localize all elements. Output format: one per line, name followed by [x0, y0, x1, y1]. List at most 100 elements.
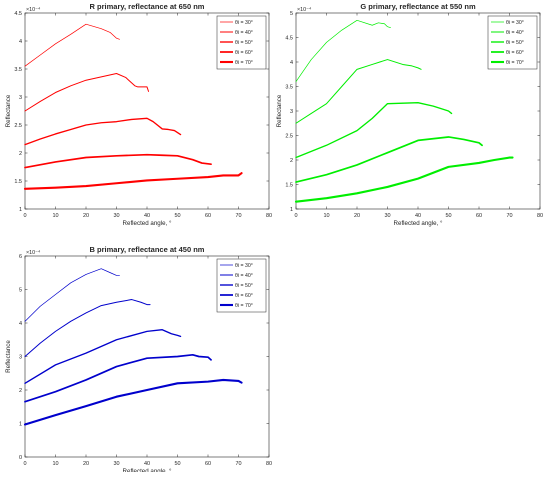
series-line-2	[295, 59, 422, 124]
chart-title: R primary, reflectance at 650 nm	[90, 2, 205, 11]
y-tick-label: 4	[290, 60, 293, 66]
legend-label-4: θi = 60°	[506, 50, 524, 56]
x-tick-label: 80	[537, 213, 543, 219]
y-multiplier: ×10⁻⁴	[26, 7, 41, 13]
series-line-5	[294, 156, 514, 203]
y-tick-label: 1.5	[285, 183, 293, 189]
x-tick-label: 80	[266, 461, 272, 467]
series-line-5	[23, 172, 243, 190]
y-tick-label: 5	[19, 288, 22, 294]
x-tick-label: 80	[266, 213, 272, 219]
x-tick-label: 70	[506, 213, 512, 219]
legend-label-5: θi = 70°	[235, 60, 253, 66]
x-tick-label: 20	[83, 213, 89, 219]
legend-label-2: θi = 40°	[235, 30, 253, 36]
y-tick-label: 3	[19, 95, 22, 101]
x-axis-label: Reflected angle, °	[123, 468, 172, 472]
series-line-3	[295, 101, 453, 159]
series-line-2	[24, 299, 151, 357]
chart-panel-2: G primary, reflectance at 550 nm ×10⁻⁴ 0 10…	[276, 2, 543, 227]
y-tick-label: 1	[290, 207, 293, 213]
x-tick-label: 0	[294, 213, 297, 219]
x-tick-label: 70	[235, 461, 241, 467]
legend: θi = 30° θi = 40° θi = 50° θi = 60° θi = 70°	[216, 258, 267, 313]
y-tick-label: 4.5	[285, 36, 293, 42]
legend-label-4: θi = 60°	[235, 293, 253, 299]
y-axis-label: Reflectance	[5, 340, 12, 373]
y-tick-label: 2.5	[285, 134, 293, 140]
y-tick-label: 1	[19, 207, 22, 213]
legend-label-3: θi = 50°	[506, 40, 524, 46]
x-tick-label: 60	[476, 213, 482, 219]
x-tick-label: 50	[174, 461, 180, 467]
y-tick-label: 0	[19, 455, 22, 461]
chart-panel-1: R primary, reflectance at 650 nm ×10⁻⁴ 0 10…	[5, 2, 272, 227]
y-tick-label: 6	[19, 254, 22, 260]
x-tick-label: 0	[23, 461, 26, 467]
y-tick-label: 4	[19, 39, 22, 45]
legend-label-1: θi = 30°	[506, 20, 524, 26]
y-axis-label: Reflectance	[5, 94, 12, 127]
legend-label-1: θi = 30°	[235, 263, 253, 269]
legend-label-3: θi = 50°	[235, 283, 253, 289]
series-line-4	[24, 353, 212, 403]
series-line-1	[24, 268, 120, 322]
x-tick-label: 70	[235, 213, 241, 219]
x-tick-label: 50	[174, 213, 180, 219]
y-tick-label: 5	[290, 11, 293, 17]
y-tick-label: 1.5	[14, 179, 22, 185]
legend-label-5: θi = 70°	[506, 60, 524, 66]
chart-title: G primary, reflectance at 550 nm	[360, 2, 476, 11]
x-tick-label: 20	[354, 213, 360, 219]
x-tick-label: 60	[205, 461, 211, 467]
x-tick-label: 20	[83, 461, 89, 467]
x-tick-label: 40	[144, 461, 150, 467]
legend-label-1: θi = 30°	[235, 20, 253, 26]
y-tick-label: 3	[290, 109, 293, 115]
y-tick-label: 2	[19, 151, 22, 157]
x-tick-label: 50	[445, 213, 451, 219]
series-line-1	[24, 23, 120, 67]
series-line-1	[295, 20, 391, 82]
x-tick-label: 10	[52, 461, 58, 467]
y-tick-label: 1	[19, 422, 22, 428]
series-line-4	[24, 153, 212, 169]
x-tick-label: 30	[113, 461, 119, 467]
legend: θi = 30° θi = 40° θi = 50° θi = 60° θi = 70°	[487, 15, 538, 70]
x-tick-label: 10	[52, 213, 58, 219]
y-multiplier: ×10⁻⁴	[297, 7, 312, 13]
x-tick-label: 30	[384, 213, 390, 219]
y-tick-label: 2	[290, 158, 293, 164]
y-tick-label: 3.5	[285, 85, 293, 91]
y-tick-label: 2.5	[14, 123, 22, 129]
legend: θi = 30° θi = 40° θi = 50° θi = 60° θi = 70°	[216, 15, 267, 70]
series-line-5	[23, 378, 243, 426]
x-tick-label: 0	[23, 213, 26, 219]
x-tick-label: 60	[205, 213, 211, 219]
legend-label-2: θi = 40°	[235, 273, 253, 279]
y-tick-label: 3	[19, 355, 22, 361]
y-multiplier: ×10⁻⁴	[26, 250, 41, 256]
y-axis-label: Reflectance	[276, 94, 283, 127]
y-tick-label: 4.5	[14, 11, 22, 17]
x-tick-label: 40	[415, 213, 421, 219]
series-line-3	[24, 117, 182, 146]
x-axis-label: Reflected angle, °	[394, 220, 443, 227]
legend-label-4: θi = 60°	[235, 50, 253, 56]
y-tick-label: 2	[19, 388, 22, 394]
x-tick-label: 40	[144, 213, 150, 219]
series-line-2	[24, 72, 150, 112]
x-tick-label: 30	[113, 213, 119, 219]
x-tick-label: 10	[323, 213, 329, 219]
legend-label-3: θi = 50°	[235, 40, 253, 46]
chart-panel-3: B primary, reflectance at 450 nm×10⁻⁴0 10…	[5, 245, 272, 475]
series-line-3	[24, 329, 182, 384]
legend-label-5: θi = 70°	[235, 303, 253, 309]
legend-label-2: θi = 40°	[506, 30, 524, 36]
y-tick-label: 3.5	[14, 67, 22, 73]
x-axis-label: Reflected angle, °	[123, 220, 172, 227]
series-line-4	[295, 136, 483, 183]
chart-title: B primary, reflectance at 450 nm	[90, 245, 205, 254]
